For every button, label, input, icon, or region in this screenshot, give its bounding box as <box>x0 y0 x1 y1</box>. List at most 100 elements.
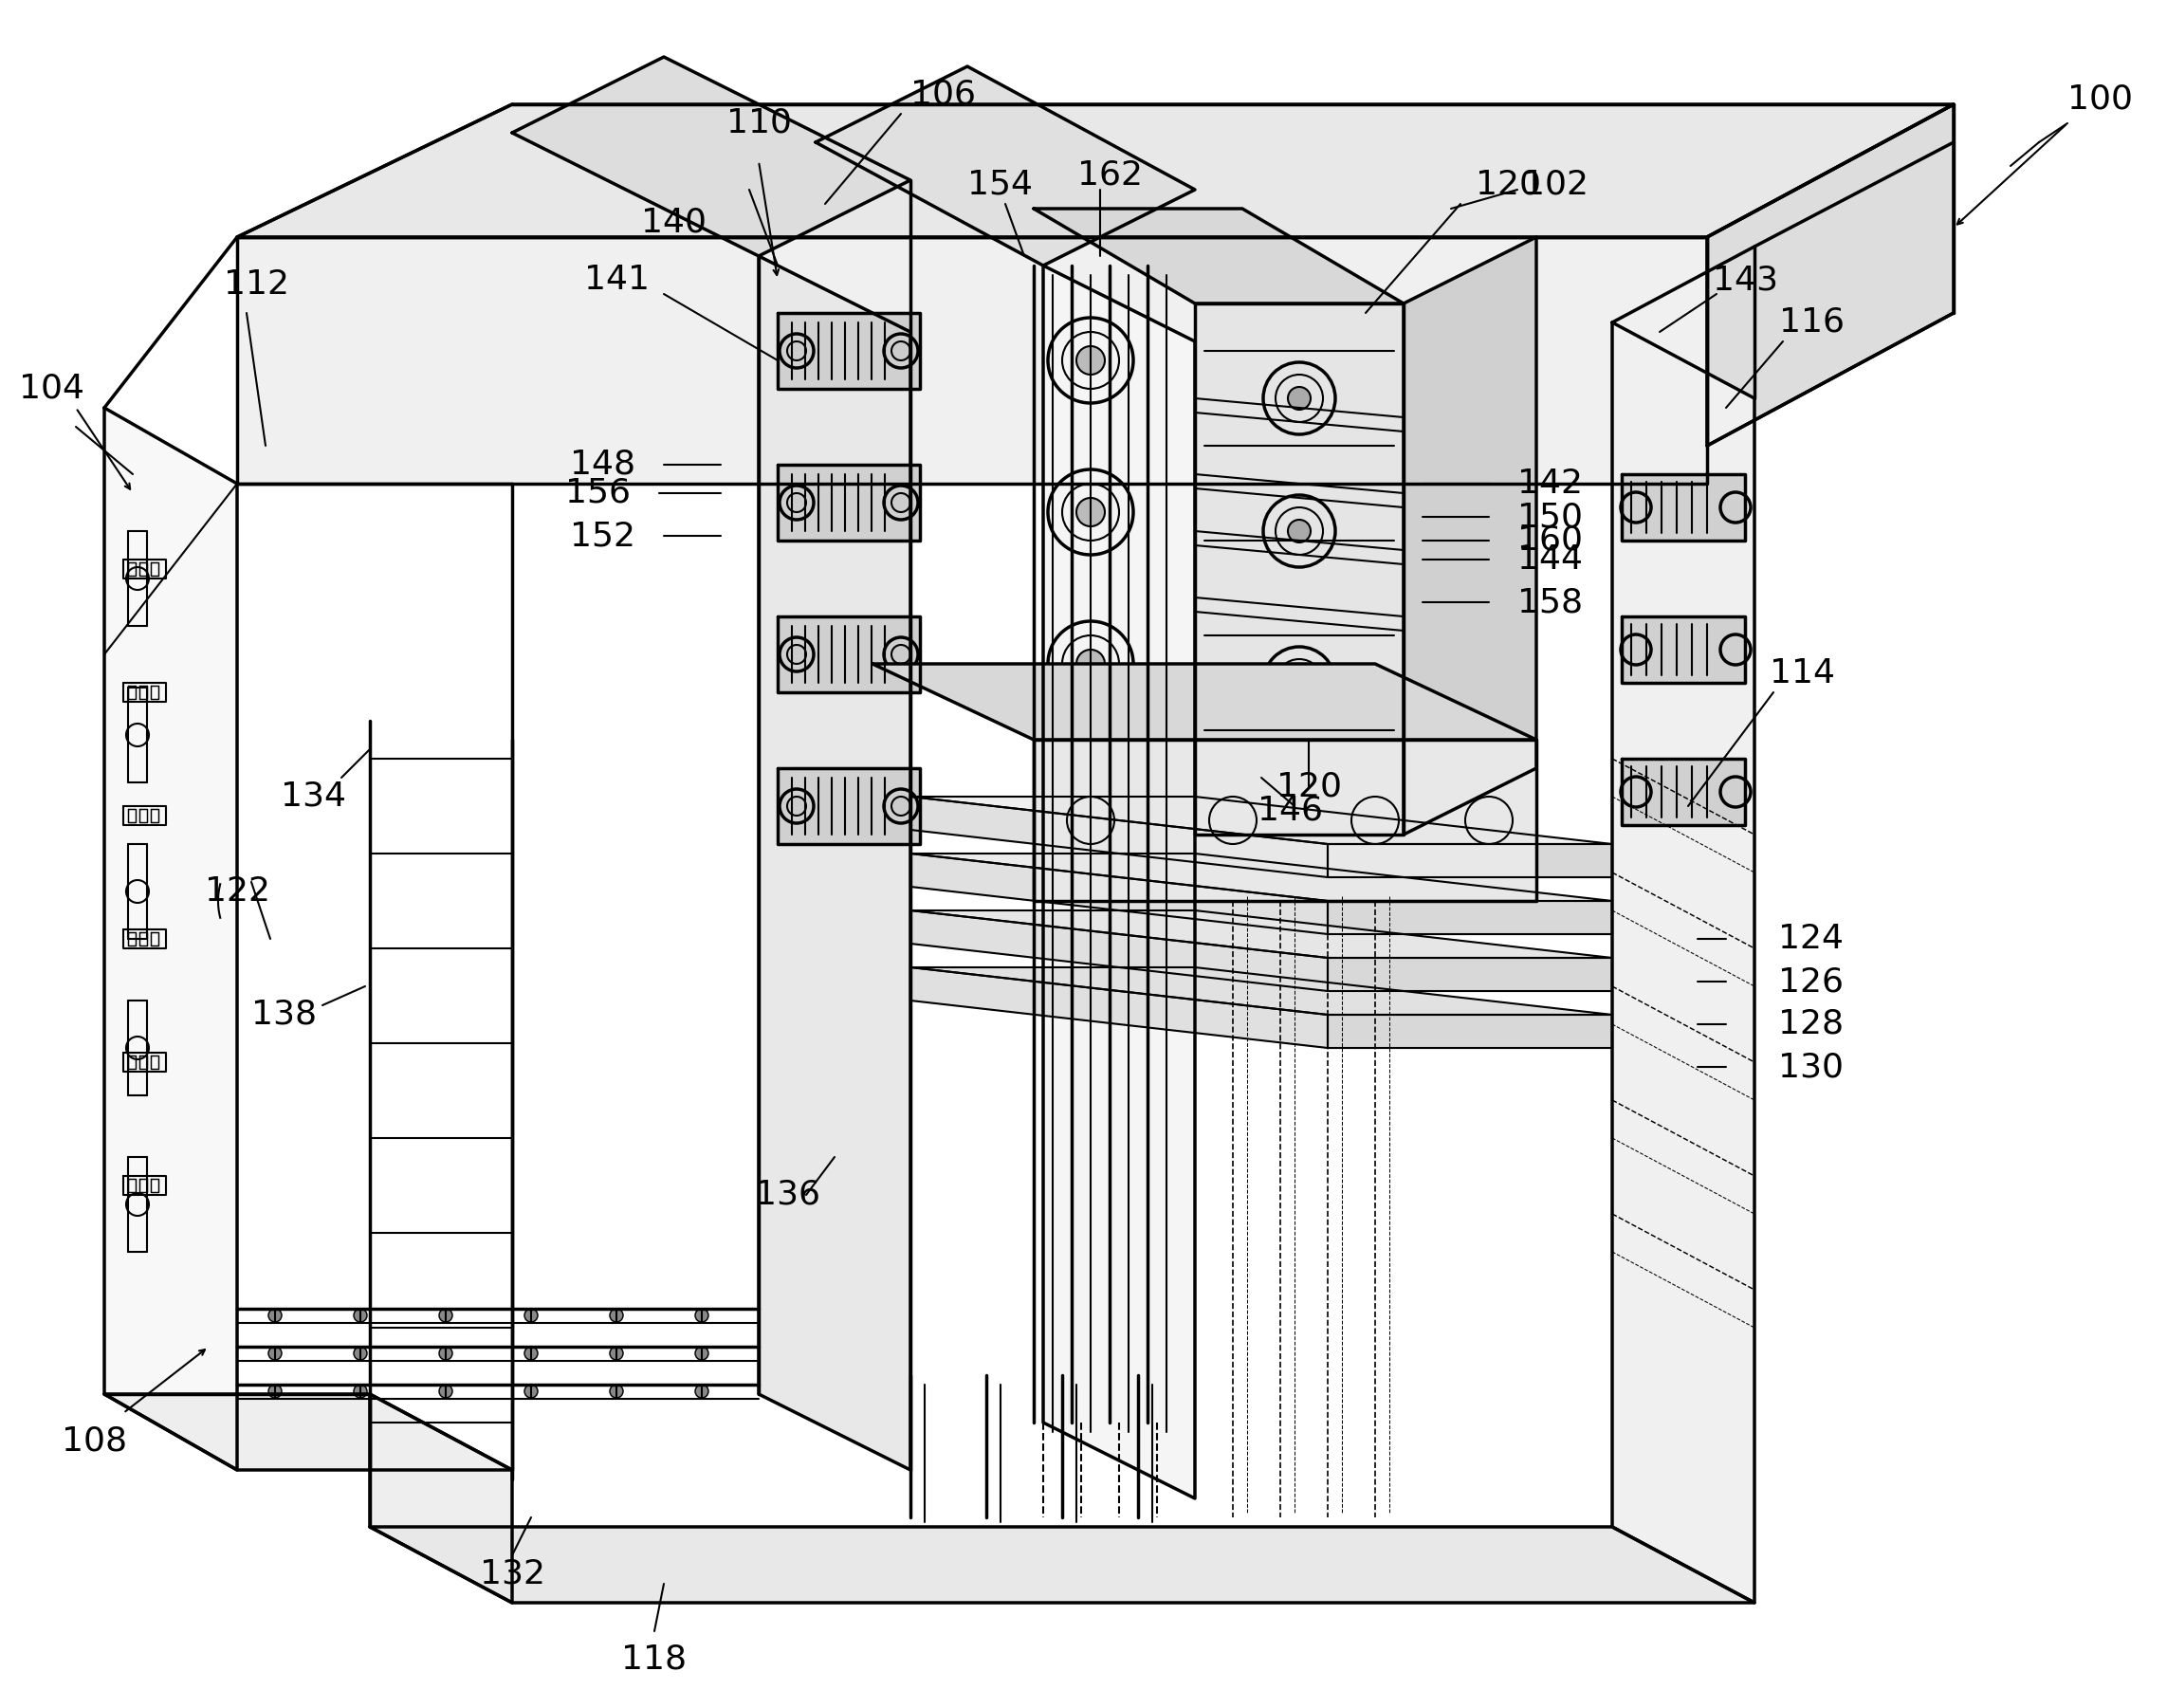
Circle shape <box>353 1346 366 1360</box>
Polygon shape <box>1328 844 1612 878</box>
Polygon shape <box>778 465 921 540</box>
Polygon shape <box>873 664 1536 740</box>
Circle shape <box>269 1346 282 1360</box>
Text: 148: 148 <box>570 449 635 482</box>
Text: 142: 142 <box>1517 468 1582 500</box>
Polygon shape <box>778 617 921 692</box>
Text: 126: 126 <box>1779 965 1844 997</box>
Circle shape <box>787 796 806 816</box>
Polygon shape <box>511 56 910 256</box>
Circle shape <box>1287 519 1311 543</box>
Circle shape <box>353 1308 366 1322</box>
Text: 136: 136 <box>754 1179 819 1211</box>
Polygon shape <box>1042 265 1194 1498</box>
Circle shape <box>524 1385 537 1397</box>
Polygon shape <box>1404 237 1536 835</box>
Text: 106: 106 <box>910 79 977 111</box>
Circle shape <box>524 1308 537 1322</box>
Polygon shape <box>1328 1015 1612 1049</box>
Circle shape <box>1287 671 1311 693</box>
Polygon shape <box>1328 958 1612 991</box>
Polygon shape <box>1328 900 1612 934</box>
Text: 110: 110 <box>726 108 791 140</box>
Text: 102: 102 <box>1523 169 1588 202</box>
Circle shape <box>696 1346 709 1360</box>
Text: 152: 152 <box>570 519 635 552</box>
Polygon shape <box>910 967 1612 1015</box>
Polygon shape <box>910 910 1328 991</box>
Polygon shape <box>1612 323 1755 1602</box>
Circle shape <box>696 1385 709 1397</box>
Circle shape <box>787 494 806 512</box>
Circle shape <box>1077 649 1105 678</box>
Text: 100: 100 <box>2067 84 2132 116</box>
Text: 146: 146 <box>1257 794 1322 827</box>
Circle shape <box>891 796 910 816</box>
Text: 134: 134 <box>280 781 347 813</box>
Circle shape <box>1077 347 1105 374</box>
Polygon shape <box>910 796 1328 878</box>
Polygon shape <box>910 967 1328 1049</box>
Polygon shape <box>104 408 236 1471</box>
Polygon shape <box>910 796 1612 844</box>
Text: 124: 124 <box>1779 922 1844 955</box>
Text: 160: 160 <box>1517 524 1582 557</box>
Text: 138: 138 <box>251 999 316 1032</box>
Text: 116: 116 <box>1779 306 1844 338</box>
Circle shape <box>440 1346 453 1360</box>
Circle shape <box>891 494 910 512</box>
Text: 140: 140 <box>641 207 706 239</box>
Circle shape <box>891 342 910 360</box>
Polygon shape <box>758 256 910 1471</box>
Polygon shape <box>1621 758 1744 825</box>
Polygon shape <box>1194 304 1404 835</box>
Polygon shape <box>910 910 1612 958</box>
Circle shape <box>787 646 806 664</box>
Polygon shape <box>236 237 1708 483</box>
Polygon shape <box>1621 475 1744 540</box>
Text: 114: 114 <box>1768 658 1835 690</box>
Circle shape <box>269 1308 282 1322</box>
Text: 144: 144 <box>1517 543 1582 576</box>
Circle shape <box>891 646 910 664</box>
Circle shape <box>609 1385 624 1397</box>
Text: 108: 108 <box>63 1426 128 1457</box>
Text: 128: 128 <box>1779 1008 1844 1040</box>
Text: 154: 154 <box>969 169 1034 202</box>
Polygon shape <box>1708 104 1955 446</box>
Polygon shape <box>778 769 921 844</box>
Polygon shape <box>815 67 1194 265</box>
Text: 143: 143 <box>1712 263 1777 295</box>
Circle shape <box>1077 801 1105 830</box>
Circle shape <box>787 342 806 360</box>
Circle shape <box>269 1385 282 1397</box>
Circle shape <box>1077 499 1105 526</box>
Circle shape <box>440 1308 453 1322</box>
Polygon shape <box>778 313 921 389</box>
Text: 162: 162 <box>1077 159 1142 191</box>
Text: 150: 150 <box>1517 500 1582 533</box>
Text: 130: 130 <box>1779 1050 1844 1083</box>
Polygon shape <box>910 854 1328 934</box>
Circle shape <box>524 1346 537 1360</box>
Text: 118: 118 <box>622 1643 687 1676</box>
Polygon shape <box>371 1394 511 1602</box>
Polygon shape <box>1621 617 1744 683</box>
Polygon shape <box>104 1394 511 1471</box>
Circle shape <box>609 1346 624 1360</box>
Circle shape <box>353 1385 366 1397</box>
Text: 120: 120 <box>1476 169 1541 202</box>
Polygon shape <box>1034 208 1404 304</box>
Text: 141: 141 <box>583 263 650 295</box>
Text: 112: 112 <box>223 268 288 301</box>
Text: 158: 158 <box>1517 586 1582 618</box>
Polygon shape <box>910 854 1612 900</box>
Text: 132: 132 <box>479 1558 544 1590</box>
Circle shape <box>440 1385 453 1397</box>
Polygon shape <box>371 1527 1755 1602</box>
Polygon shape <box>1034 740 1536 900</box>
Text: 120: 120 <box>1276 770 1341 803</box>
Text: 122: 122 <box>204 874 271 907</box>
Polygon shape <box>236 104 1955 237</box>
Circle shape <box>1287 388 1311 410</box>
